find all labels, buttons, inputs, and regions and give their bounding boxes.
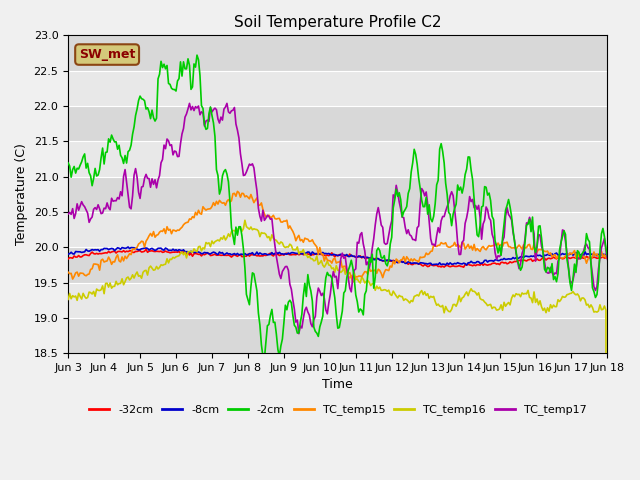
Bar	[68, 318, 607, 353]
Bar	[68, 36, 607, 71]
Title: Soil Temperature Profile C2: Soil Temperature Profile C2	[234, 15, 442, 30]
Text: SW_met: SW_met	[79, 48, 135, 61]
Bar	[68, 212, 607, 247]
Bar	[68, 141, 607, 177]
Bar	[68, 283, 607, 318]
Bar	[68, 106, 607, 141]
Bar	[68, 177, 607, 212]
Bar	[68, 247, 607, 283]
Y-axis label: Temperature (C): Temperature (C)	[15, 144, 28, 245]
X-axis label: Time: Time	[323, 378, 353, 392]
Bar	[68, 71, 607, 106]
Legend: -32cm, -8cm, -2cm, TC_temp15, TC_temp16, TC_temp17: -32cm, -8cm, -2cm, TC_temp15, TC_temp16,…	[84, 400, 591, 420]
